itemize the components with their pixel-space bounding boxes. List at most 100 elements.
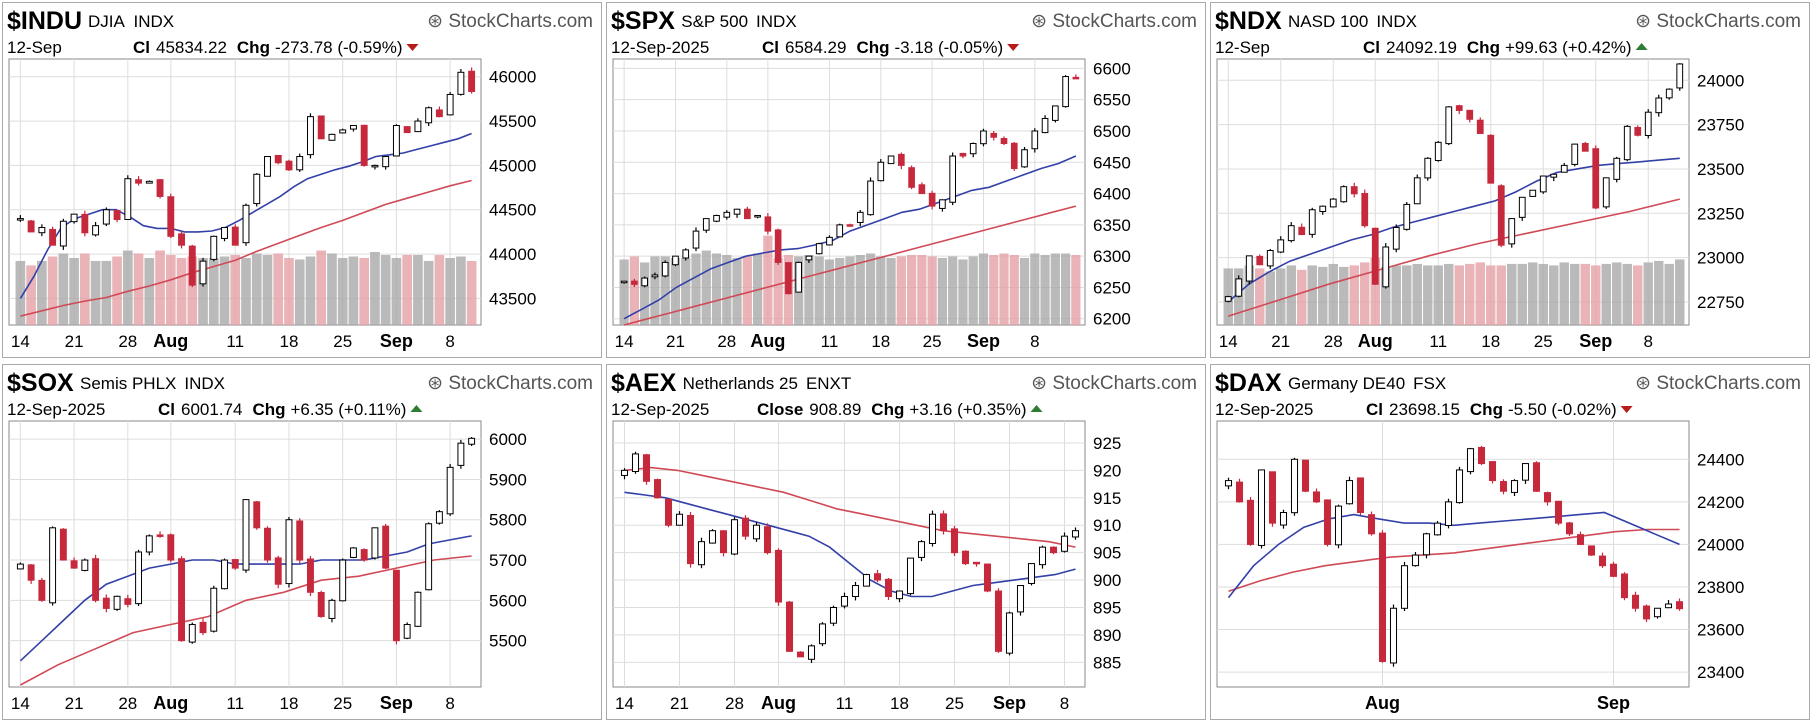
- candle: [796, 651, 805, 658]
- candle: [328, 598, 336, 623]
- candle-body: [1345, 480, 1354, 505]
- volume-bar: [1591, 265, 1601, 325]
- moving-average-long: [20, 555, 472, 686]
- chart-panel-spx[interactable]: $SPX S&P 500 INDX ⊛ StockCharts.com 12-Sep-2…: [606, 2, 1206, 358]
- chg-label: Chg: [856, 38, 889, 57]
- up-arrow-icon: [410, 405, 423, 412]
- candle: [1031, 128, 1039, 153]
- candle: [895, 590, 904, 603]
- close-value: 23698.15: [1389, 400, 1460, 419]
- candle: [210, 585, 218, 633]
- candle-body: [1245, 255, 1253, 282]
- chart-header: $DAX Germany DE40 FSX ⊛ StockCharts.com 12-S…: [1215, 369, 1801, 419]
- name-label: Germany DE40: [1288, 374, 1405, 393]
- candle-body: [1071, 530, 1080, 538]
- candle: [1038, 545, 1047, 569]
- candle-body: [906, 557, 915, 595]
- candle: [296, 518, 304, 564]
- x-tick-label: 18: [280, 694, 299, 713]
- candle-body: [744, 208, 751, 220]
- y-tick-label: 24000: [1697, 71, 1744, 90]
- candle: [360, 548, 368, 562]
- candle: [887, 155, 895, 165]
- candle: [1361, 189, 1369, 228]
- watermark: ⊛ StockCharts.com: [1635, 373, 1801, 394]
- candle: [113, 209, 121, 223]
- candles: [16, 437, 476, 645]
- volume-bar: [90, 260, 101, 325]
- candle-body: [1560, 164, 1568, 173]
- moving-average-short: [1227, 157, 1680, 303]
- chart-panel-ndx[interactable]: $NDX NASD 100 INDX ⊛ StockCharts.com 12-Sep C…: [1210, 2, 1810, 358]
- candle: [692, 227, 700, 252]
- candle-body: [188, 624, 196, 643]
- candle-body: [752, 524, 761, 540]
- candle-body: [167, 196, 175, 237]
- chart-panel-dax[interactable]: $DAX Germany DE40 FSX ⊛ StockCharts.com 12-S…: [1210, 364, 1810, 720]
- volume-bar: [1328, 263, 1338, 325]
- candle: [1455, 466, 1464, 504]
- candle: [296, 153, 304, 172]
- candle: [135, 176, 143, 186]
- exchange-label: INDX: [1376, 12, 1417, 31]
- candle: [939, 510, 948, 535]
- x-tick-label: 14: [11, 332, 30, 351]
- y-axis: 925 920 915 910 905 900 895 890 885: [1093, 434, 1121, 672]
- candle-body: [70, 560, 78, 569]
- y-tick-label: 915: [1093, 489, 1121, 508]
- candle-body: [156, 179, 164, 197]
- candle: [70, 557, 78, 569]
- candle: [113, 595, 121, 611]
- close-value: 908.89: [809, 400, 861, 419]
- candle-body: [1508, 218, 1516, 245]
- chart-panel-indu[interactable]: $INDU DJIA INDX ⊛ StockCharts.com 12-Sep Cl 45…: [2, 2, 602, 358]
- volume-bar: [1009, 254, 1019, 325]
- chart-panel-sox[interactable]: $SOX Semis PHLX INDX ⊛ StockCharts.com 12-Se…: [2, 364, 602, 720]
- volume-bar: [917, 254, 927, 325]
- candle-body: [1224, 296, 1232, 302]
- candle: [764, 213, 772, 235]
- candle: [1411, 552, 1420, 567]
- candle: [818, 622, 827, 647]
- candle-body: [16, 218, 24, 221]
- quote-line: Cl 6584.29 Chg -3.18 (-0.05%): [762, 38, 1003, 57]
- candle: [1433, 520, 1442, 536]
- candle: [199, 257, 207, 287]
- x-tick-label: 11: [836, 694, 854, 713]
- volume-bar: [1559, 262, 1569, 325]
- candle-body: [1445, 106, 1453, 145]
- candle: [242, 203, 250, 246]
- candle-body: [414, 120, 422, 133]
- candle: [826, 235, 833, 246]
- candle: [1424, 157, 1432, 181]
- chart-spx: $SPX S&P 500 INDX ⊛ StockCharts.com 12-Sep-2…: [611, 7, 1197, 351]
- close-value: 24092.19: [1386, 38, 1457, 57]
- candle: [1592, 145, 1600, 210]
- y-tick-label: 22750: [1697, 293, 1744, 312]
- y-tick-label: 890: [1093, 626, 1121, 645]
- candle-body: [959, 152, 967, 157]
- candle: [403, 622, 411, 640]
- candle: [846, 223, 854, 227]
- chart-panel-aex[interactable]: $AEX Netherlands 25 ENXT ⊛ StockCharts.com 1…: [606, 364, 1206, 720]
- candle-body: [697, 541, 706, 566]
- candle: [27, 564, 35, 584]
- volume-bar: [958, 259, 968, 325]
- volume-bar: [1507, 263, 1517, 325]
- volume-bar: [1381, 266, 1391, 325]
- candle-body: [1634, 127, 1642, 136]
- candle: [274, 555, 282, 589]
- volume-bar: [359, 257, 370, 325]
- volume-bar: [198, 257, 208, 325]
- candle-body: [1062, 76, 1069, 108]
- candle: [70, 213, 78, 224]
- date-label: 12-Sep-2025: [7, 400, 105, 419]
- candle: [908, 165, 915, 190]
- volume-bar: [122, 250, 133, 325]
- candle: [102, 207, 110, 227]
- candle-body: [38, 226, 46, 234]
- candle: [1664, 600, 1673, 609]
- candle-body: [774, 229, 782, 263]
- candle: [1675, 598, 1684, 611]
- candle-body: [807, 645, 816, 660]
